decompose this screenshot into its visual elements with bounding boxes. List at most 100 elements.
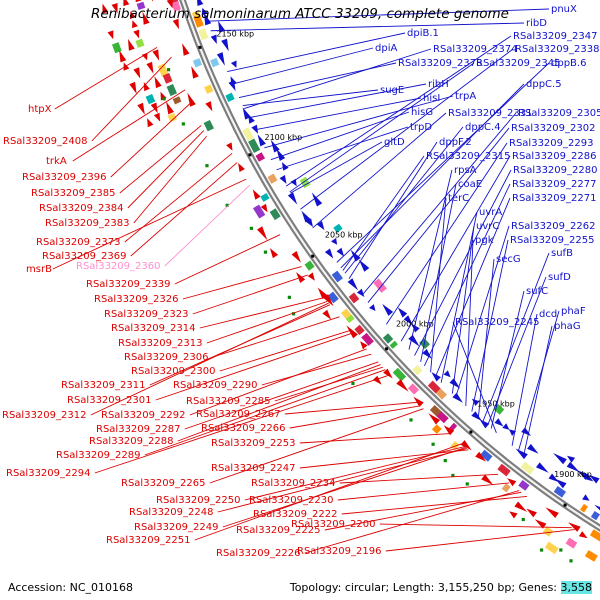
gene-arrow[interactable] xyxy=(119,50,127,63)
gene-block[interactable] xyxy=(412,364,423,376)
gene-arrow[interactable] xyxy=(536,462,549,473)
gene-block[interactable] xyxy=(333,223,343,233)
gene-label[interactable]: RSal33209_2369 xyxy=(42,251,126,262)
gene-block[interactable] xyxy=(427,380,441,394)
gene-arrow[interactable] xyxy=(578,531,588,539)
gene-label[interactable]: RSal33209_2222 xyxy=(253,509,337,520)
gene-arrow[interactable] xyxy=(279,175,287,184)
gene-block[interactable] xyxy=(225,92,235,102)
gene-arrow[interactable] xyxy=(567,455,576,463)
gene-arrow[interactable] xyxy=(346,325,358,339)
gene-label[interactable]: RSal33209_2262 xyxy=(511,221,595,232)
gene-arrow[interactable] xyxy=(111,3,118,14)
gene-arrow[interactable] xyxy=(141,52,148,61)
gene-block[interactable] xyxy=(354,324,365,336)
gene-label[interactable]: phaG xyxy=(554,321,581,332)
gene-arrow[interactable] xyxy=(566,461,580,473)
gene-arrow[interactable] xyxy=(449,378,461,389)
gene-block[interactable] xyxy=(429,405,442,417)
gene-label[interactable]: RSal33209_2396 xyxy=(22,172,106,183)
gene-block[interactable] xyxy=(346,314,355,323)
gene-label[interactable]: sufB xyxy=(551,248,573,259)
gene-arrow[interactable] xyxy=(187,92,196,107)
gene-label[interactable]: trpA xyxy=(455,91,476,102)
gene-block[interactable] xyxy=(327,291,339,304)
gene-arrow[interactable] xyxy=(316,221,325,231)
gene-arrow[interactable] xyxy=(358,259,370,272)
gene-arrow[interactable] xyxy=(553,453,567,465)
gene-block[interactable] xyxy=(331,270,343,283)
gene-label[interactable]: rpsA xyxy=(454,165,477,176)
gene-label[interactable]: RSal33209_2230 xyxy=(249,495,333,506)
gene-arrow[interactable] xyxy=(336,247,345,257)
gene-label[interactable]: phaF xyxy=(561,306,586,317)
gene-arrow[interactable] xyxy=(210,34,217,45)
gene-arrow[interactable] xyxy=(369,304,376,311)
gene-label[interactable]: sufD xyxy=(548,272,571,283)
gene-label[interactable]: RSal33209_2251 xyxy=(106,535,190,546)
gene-block[interactable] xyxy=(436,411,449,424)
gene-block[interactable] xyxy=(580,503,588,513)
gene-label[interactable]: sufC xyxy=(526,286,548,297)
gene-block[interactable] xyxy=(382,333,394,344)
gene-label[interactable]: RSal33209_2225 xyxy=(236,525,320,536)
gene-arrow[interactable] xyxy=(191,66,199,79)
gene-label[interactable]: RSal33209_2345 xyxy=(476,58,560,69)
gene-arrow[interactable] xyxy=(137,102,145,115)
gene-label[interactable]: dppF.2 xyxy=(439,137,472,148)
gene-arrow[interactable] xyxy=(172,18,179,30)
gene-block[interactable] xyxy=(167,112,177,123)
gene-arrow[interactable] xyxy=(317,287,328,299)
gene-label[interactable]: RSal33209_2302 xyxy=(511,123,595,134)
gene-arrow[interactable] xyxy=(331,237,338,245)
gene-arrow[interactable] xyxy=(252,189,261,200)
gene-arrow[interactable] xyxy=(133,29,140,39)
gene-label[interactable]: RSal33209_2290 xyxy=(173,380,257,391)
gene-block[interactable] xyxy=(192,58,203,68)
gene-arrow[interactable] xyxy=(129,11,136,19)
gene-label[interactable]: RSal33209_2289 xyxy=(56,450,140,461)
gene-label[interactable]: RSal33209_2360 xyxy=(76,261,160,272)
gene-label[interactable]: hisG xyxy=(411,107,433,118)
gene-arrow[interactable] xyxy=(582,494,590,501)
gene-block[interactable] xyxy=(193,15,204,28)
gene-block[interactable] xyxy=(204,84,214,94)
gene-arrow[interactable] xyxy=(107,30,114,40)
gene-block[interactable] xyxy=(590,511,600,521)
gene-block[interactable] xyxy=(267,173,278,184)
gene-arrow[interactable] xyxy=(257,226,268,241)
gene-label[interactable]: RSal33209_2378 xyxy=(398,58,482,69)
gene-label[interactable]: RSal33209_2339 xyxy=(86,279,170,290)
gene-label[interactable]: RSal33209_2226 xyxy=(216,548,300,559)
gene-arrow[interactable] xyxy=(301,210,311,223)
gene-arrow[interactable] xyxy=(397,307,408,318)
gene-arrow[interactable] xyxy=(403,315,413,326)
gene-block[interactable] xyxy=(172,96,182,105)
gene-arrow[interactable] xyxy=(132,20,138,29)
gene-arrow[interactable] xyxy=(129,81,137,94)
gene-arrow[interactable] xyxy=(270,139,280,153)
gene-label[interactable]: RSal33209_2265 xyxy=(121,478,205,489)
gene-block[interactable] xyxy=(565,537,578,549)
gene-arrow[interactable] xyxy=(201,7,208,16)
gene-arrow[interactable] xyxy=(123,62,130,71)
gene-arrow[interactable] xyxy=(526,508,537,518)
gene-arrow[interactable] xyxy=(324,248,334,259)
gene-label[interactable]: RSal33209_2250 xyxy=(156,495,240,506)
gene-label[interactable]: dppB.6 xyxy=(551,58,586,69)
gene-label[interactable]: RSal33209_2301 xyxy=(67,395,151,406)
gene-arrow[interactable] xyxy=(322,309,332,320)
gene-block[interactable] xyxy=(518,480,530,491)
gene-label[interactable]: RSal33209_2288 xyxy=(89,436,173,447)
gene-arrow[interactable] xyxy=(555,478,567,489)
gene-label[interactable]: RSal33209_2245 xyxy=(455,317,539,328)
gene-arrow[interactable] xyxy=(311,192,323,207)
gene-arrow[interactable] xyxy=(396,379,409,392)
gene-arrow[interactable] xyxy=(471,411,482,421)
gene-block[interactable] xyxy=(480,449,493,462)
gene-arrow[interactable] xyxy=(307,272,315,281)
gene-arrow[interactable] xyxy=(502,423,510,430)
gene-arrow[interactable] xyxy=(152,49,160,61)
gene-block[interactable] xyxy=(253,204,266,219)
gene-arrow[interactable] xyxy=(238,163,245,172)
